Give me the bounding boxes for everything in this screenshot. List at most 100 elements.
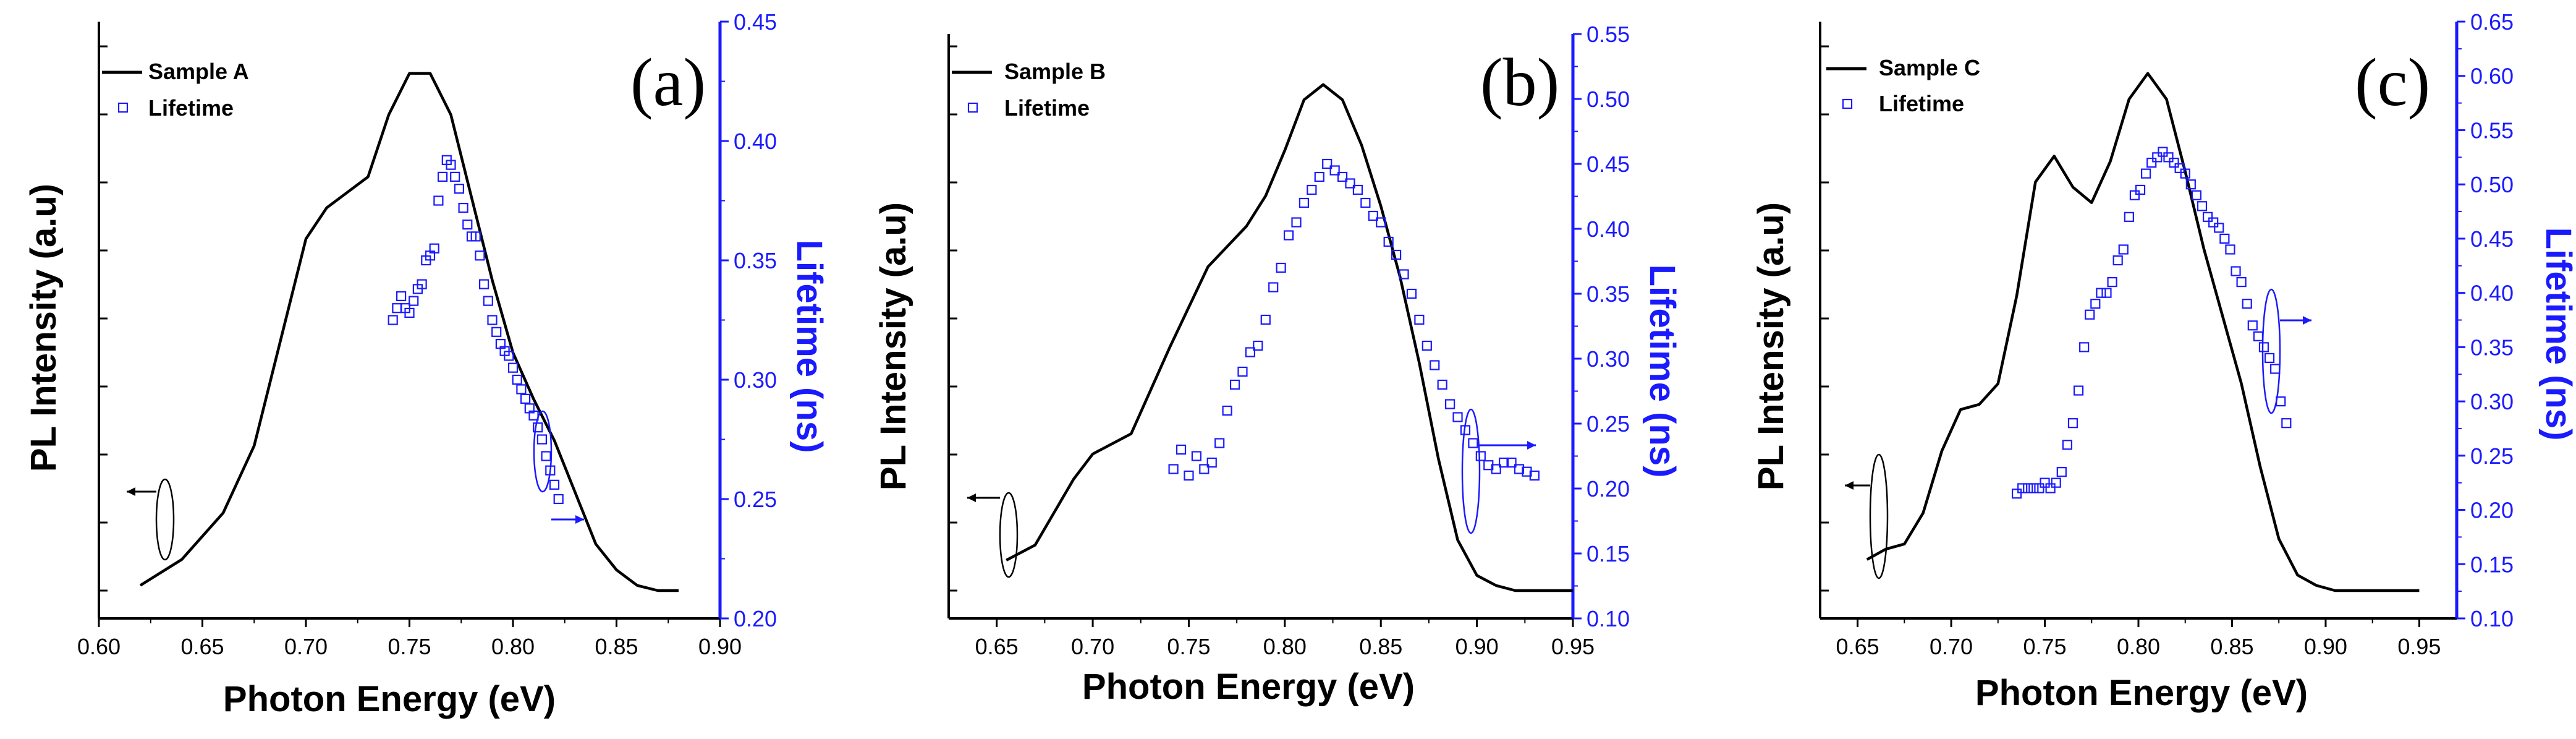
lifetime-point-c-0 [2011,489,2022,499]
x-tick-label-c-3: 0.80 [2117,634,2160,659]
x-tick-label-a-2: 0.70 [284,634,328,659]
right-tick-label-c-4: 0.30 [2470,389,2514,414]
lifetime-point-a-14 [446,160,456,170]
lifetime-point-b-9 [1237,366,1248,377]
x-axis-title-a: Photon Energy (eV) [223,679,556,719]
pl-line-b [1006,83,1573,592]
lifetime-point-a-10 [429,243,439,254]
annotation-ellipse-c-1 [2261,288,2281,414]
x-tick-label-a-1: 0.65 [180,634,224,659]
lifetime-point-b-8 [1229,379,1240,390]
lifetime-point-a-5 [409,296,419,306]
lifetime-point-c-36 [2214,223,2224,233]
lifetime-point-c-21 [2129,190,2140,200]
lifetime-point-c-23 [2141,168,2151,179]
right-tick-label-a-5: 0.45 [734,9,777,35]
lifetime-point-a-25 [491,327,502,337]
lifetime-point-a-28 [504,351,514,361]
right-tick-label-c-0: 0.10 [2470,606,2514,631]
lifetime-point-b-27 [1376,217,1386,228]
lifetime-point-b-24 [1352,184,1363,195]
lifetime-point-a-37 [541,451,551,461]
lifetime-point-a-39 [549,479,560,490]
lifetime-point-b-0 [1168,464,1179,474]
legend-label-sample-b: Sample B [1004,59,1106,84]
lifetime-point-b-26 [1368,210,1378,221]
plot-area-c: 0.65 0.70 0.75 0.80 0.85 0.90 0.95 0.10 0.15 0.20… [1819,9,2514,659]
lifetime-point-b-45 [1514,464,1525,474]
legend-square-marker-a [117,102,129,113]
right-tick-label-a-0: 0.20 [734,606,777,631]
annotation-ellipse-a-0 [155,478,175,561]
panel-label-c: (c) [2355,45,2430,120]
plot-area-b: 0.65 0.70 0.75 0.80 0.85 0.90 0.95 0.10 0.15 0.20… [947,22,1630,659]
pl-line-a [139,72,679,592]
lifetime-point-b-15 [1283,230,1294,241]
lifetime-point-b-40 [1475,451,1486,461]
lifetime-point-c-28 [2169,157,2179,168]
lifetime-point-b-12 [1260,314,1271,325]
lifetime-point-c-3 [2028,483,2039,493]
right-tick-label-a-2: 0.30 [734,367,777,393]
lifetime-point-c-45 [2264,352,2275,364]
lifetime-point-c-35 [2208,217,2219,228]
lifetime-point-a-24 [487,315,498,325]
lifetime-point-c-25 [2152,152,2163,163]
lifetime-point-a-35 [533,422,543,433]
lifetime-point-a-11 [433,195,444,206]
lifetime-point-c-48 [2281,418,2292,429]
x-tick-label-b-4: 0.85 [1359,634,1402,659]
lifetime-point-b-25 [1360,197,1371,208]
lifetime-point-b-30 [1399,269,1409,280]
lifetime-point-c-9 [2062,440,2072,450]
lifetime-point-b-17 [1299,197,1310,208]
lifetime-point-b-29 [1391,249,1402,260]
lifetime-point-a-7 [417,279,427,289]
lifetime-point-b-5 [1206,457,1217,468]
lifetime-point-a-30 [512,374,522,385]
x-tick-label-a-0: 0.60 [77,634,121,659]
lifetime-point-a-16 [454,184,465,194]
annotation-arrowhead-c-1 [2303,316,2311,325]
lifetime-point-c-44 [2258,342,2269,352]
lifetime-point-b-22 [1337,171,1348,182]
lifetime-point-b-33 [1421,340,1432,351]
annotation-ellipse-a-1 [533,410,553,493]
x-tick-label-a-4: 0.80 [491,634,535,659]
panel-label-b: (b) [1480,45,1559,120]
right-tick-label-c-8: 0.50 [2470,172,2514,197]
lifetime-point-a-22 [478,279,489,289]
pl-line-c [1866,72,2420,592]
lifetime-point-b-18 [1307,184,1317,195]
right-tick-label-c-5: 0.35 [2470,335,2514,360]
lifetime-point-c-12 [2079,342,2090,352]
right-tick-label-b-7: 0.45 [1587,152,1630,177]
panel-label-a: (a) [630,45,706,120]
lifetime-point-c-10 [2067,418,2078,429]
lifetime-point-b-39 [1468,438,1478,448]
right-tick-label-c-7: 0.45 [2470,226,2514,252]
lifetime-point-c-11 [2073,385,2084,396]
lifetime-point-a-0 [388,315,398,325]
lifetime-point-a-18 [462,220,473,230]
lifetime-point-b-13 [1268,282,1279,293]
legend-label-lifetime-b: Lifetime [1004,95,1090,121]
right-tick-label-b-0: 0.10 [1587,606,1630,631]
panel-a: 0.60 0.65 0.70 0.75 0.80 0.85 0.90 0.20 0.25 0.30… [23,9,829,719]
lifetime-point-a-12 [437,171,448,182]
lifetime-point-a-40 [553,493,564,505]
right-tick-label-a-3: 0.35 [734,248,777,273]
lifetime-point-b-34 [1430,360,1440,370]
lifetime-point-c-31 [2185,179,2196,190]
legend-square-marker-c [1842,98,1853,109]
lifetime-point-a-17 [458,202,468,213]
lifetime-point-c-1 [2017,483,2028,493]
x-tick-label-b-3: 0.80 [1263,634,1307,659]
annotation-ellipse-b-1 [1461,408,1481,534]
lifetime-point-c-8 [2056,467,2067,477]
x-tick-label-c-0: 0.65 [1836,634,1879,659]
lifetime-point-c-15 [2096,288,2106,298]
lifetime-point-c-13 [2085,309,2095,320]
lifetime-point-a-2 [396,291,407,301]
